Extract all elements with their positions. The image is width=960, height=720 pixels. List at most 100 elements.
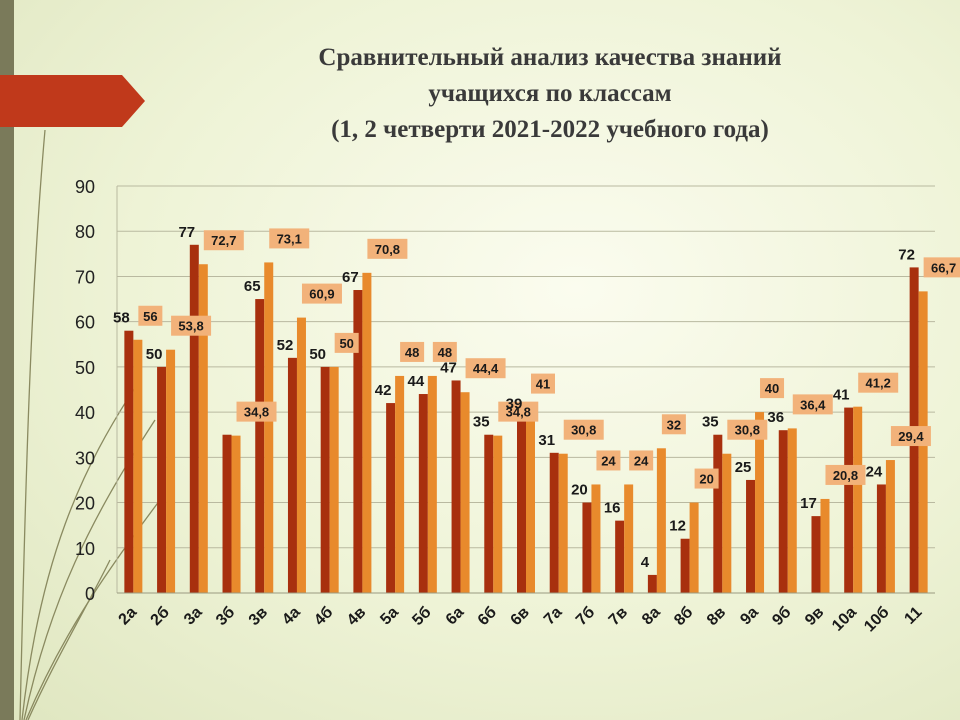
data-label-series-2: 30,8 xyxy=(571,423,596,438)
title-line-3: (1, 2 четверти 2021-2022 учебного года) xyxy=(331,116,769,143)
bar-series-2 xyxy=(296,317,306,593)
data-label-series-2: 53,8 xyxy=(178,319,203,334)
bar-series-2 xyxy=(231,435,241,593)
data-label-series-2: 44,4 xyxy=(473,361,499,376)
data-label-series-2: 66,7 xyxy=(931,260,956,275)
x-axis: 2а 2б 3а 3б 3в 4а 4б 4в 5а 5б 6а 6б 6в 7а 7б 7в 8а 8б 8в 9а… xyxy=(116,592,935,636)
x-tick-label: 4а xyxy=(279,604,304,629)
x-tick-label: 3б xyxy=(213,604,238,629)
bar-series-1 xyxy=(582,502,592,593)
data-label-series-2: 72,7 xyxy=(211,233,236,248)
data-label-box xyxy=(432,341,457,362)
y-tick-label: 90 xyxy=(75,177,95,197)
data-label-series-1: 72 xyxy=(898,246,915,263)
data-label-box xyxy=(498,401,539,422)
bar-series-2 xyxy=(493,435,503,593)
bar-series-1 xyxy=(876,484,886,593)
y-tick-label: 30 xyxy=(75,448,95,468)
data-label-box xyxy=(890,426,931,447)
data-label-series-2: 34,8 xyxy=(244,405,269,420)
bar-series-1 xyxy=(157,366,167,593)
x-tick-label: 10б xyxy=(861,604,893,636)
arrow-tab-decor xyxy=(0,75,145,127)
data-label-series-2: 70,8 xyxy=(375,242,400,257)
x-tick-label: 9а xyxy=(737,604,762,629)
bar-series-2 xyxy=(460,392,470,593)
y-tick-label: 50 xyxy=(75,358,95,378)
y-tick-label: 70 xyxy=(75,267,95,287)
data-label-series-1: 4 xyxy=(641,554,650,571)
data-label-box xyxy=(400,341,425,362)
y-tick-label: 20 xyxy=(75,494,95,514)
data-label-series-1: 50 xyxy=(146,346,163,363)
left-decor-bar xyxy=(0,0,14,720)
x-tick-label: 9в xyxy=(802,604,827,629)
bar-series-2 xyxy=(624,484,634,593)
x-tick-label: 7а xyxy=(541,604,566,629)
x-tick-label: 8а xyxy=(639,604,664,629)
data-label-series-2: 24 xyxy=(601,453,616,468)
bar-series-2 xyxy=(198,264,208,593)
data-label-box xyxy=(727,419,768,440)
x-tick-label: 5а xyxy=(377,604,402,629)
data-label-series-1: 35 xyxy=(473,414,490,431)
bar-series-2 xyxy=(755,412,765,593)
bar-series-1 xyxy=(811,516,821,593)
bar-series-2 xyxy=(395,375,405,593)
bar-series-1 xyxy=(287,357,297,593)
data-label-box xyxy=(334,332,359,353)
bar-series-2 xyxy=(689,502,699,593)
data-label-series-1: 47 xyxy=(440,359,457,376)
bar-series-1 xyxy=(549,452,559,593)
title-line-2: учащихся по классам xyxy=(428,80,672,107)
data-label-series-1: 50 xyxy=(309,346,326,363)
data-label-box xyxy=(923,257,960,278)
data-label-box xyxy=(629,450,654,471)
data-label-series-1: 39 xyxy=(506,396,523,413)
x-tick-label: 4в xyxy=(344,604,369,629)
data-label-box xyxy=(858,372,899,393)
data-label-series-1: 58 xyxy=(113,310,130,327)
x-tick-label: 10а xyxy=(829,604,860,635)
bar-series-2 xyxy=(787,428,797,593)
bar-series-2 xyxy=(558,453,568,593)
data-label-series-1: 20 xyxy=(571,482,588,499)
x-tick-label: 6а xyxy=(443,604,468,629)
bar-series-1 xyxy=(124,330,134,593)
data-label-series-1: 35 xyxy=(702,414,719,431)
title-line-1: Сравнительный анализ качества знаний xyxy=(318,44,782,71)
data-label-series-2: 60,9 xyxy=(309,287,334,302)
data-label-box xyxy=(203,230,244,251)
chart-title: Сравнительный анализ качества знаний уча… xyxy=(200,40,900,148)
bar-series-1 xyxy=(680,538,690,593)
data-label-series-1: 41 xyxy=(833,387,850,404)
x-tick-label: 7в xyxy=(606,604,631,629)
data-label-box xyxy=(138,305,163,326)
y-tick-label: 40 xyxy=(75,403,95,423)
x-tick-label: 9б xyxy=(769,604,794,629)
data-label-series-1: 12 xyxy=(669,518,686,535)
bar-series-1 xyxy=(746,479,756,593)
data-label-series-1: 52 xyxy=(277,337,294,354)
bar-series-1 xyxy=(844,407,854,593)
data-label-series-1: 36 xyxy=(767,409,784,426)
data-label-series-1: 31 xyxy=(538,432,555,449)
bar-series-1 xyxy=(615,520,625,593)
data-label-box xyxy=(825,464,866,485)
data-label-box xyxy=(465,358,506,379)
data-label-series-2: 36,4 xyxy=(800,397,826,412)
data-label-series-2: 56 xyxy=(143,309,157,324)
data-label-series-2: 48 xyxy=(438,345,452,360)
bar-series-2 xyxy=(362,272,372,593)
y-tick-label: 80 xyxy=(75,222,95,242)
y-tick-label: 0 xyxy=(85,584,95,604)
data-label-box xyxy=(531,373,555,394)
data-label-box xyxy=(694,468,719,489)
data-label-series-1: 24 xyxy=(866,463,883,480)
data-label-series-1: 16 xyxy=(604,500,621,517)
data-labels: 58 56 50 53,8 77 72,7 34,8 65 73,1 52 60,9 50 50 67 70… xyxy=(113,224,960,571)
x-tick-label: 8в xyxy=(704,604,729,629)
bar-series-1 xyxy=(517,416,526,593)
data-label-series-1: 67 xyxy=(342,269,359,286)
data-label-series-2: 41 xyxy=(536,377,550,392)
